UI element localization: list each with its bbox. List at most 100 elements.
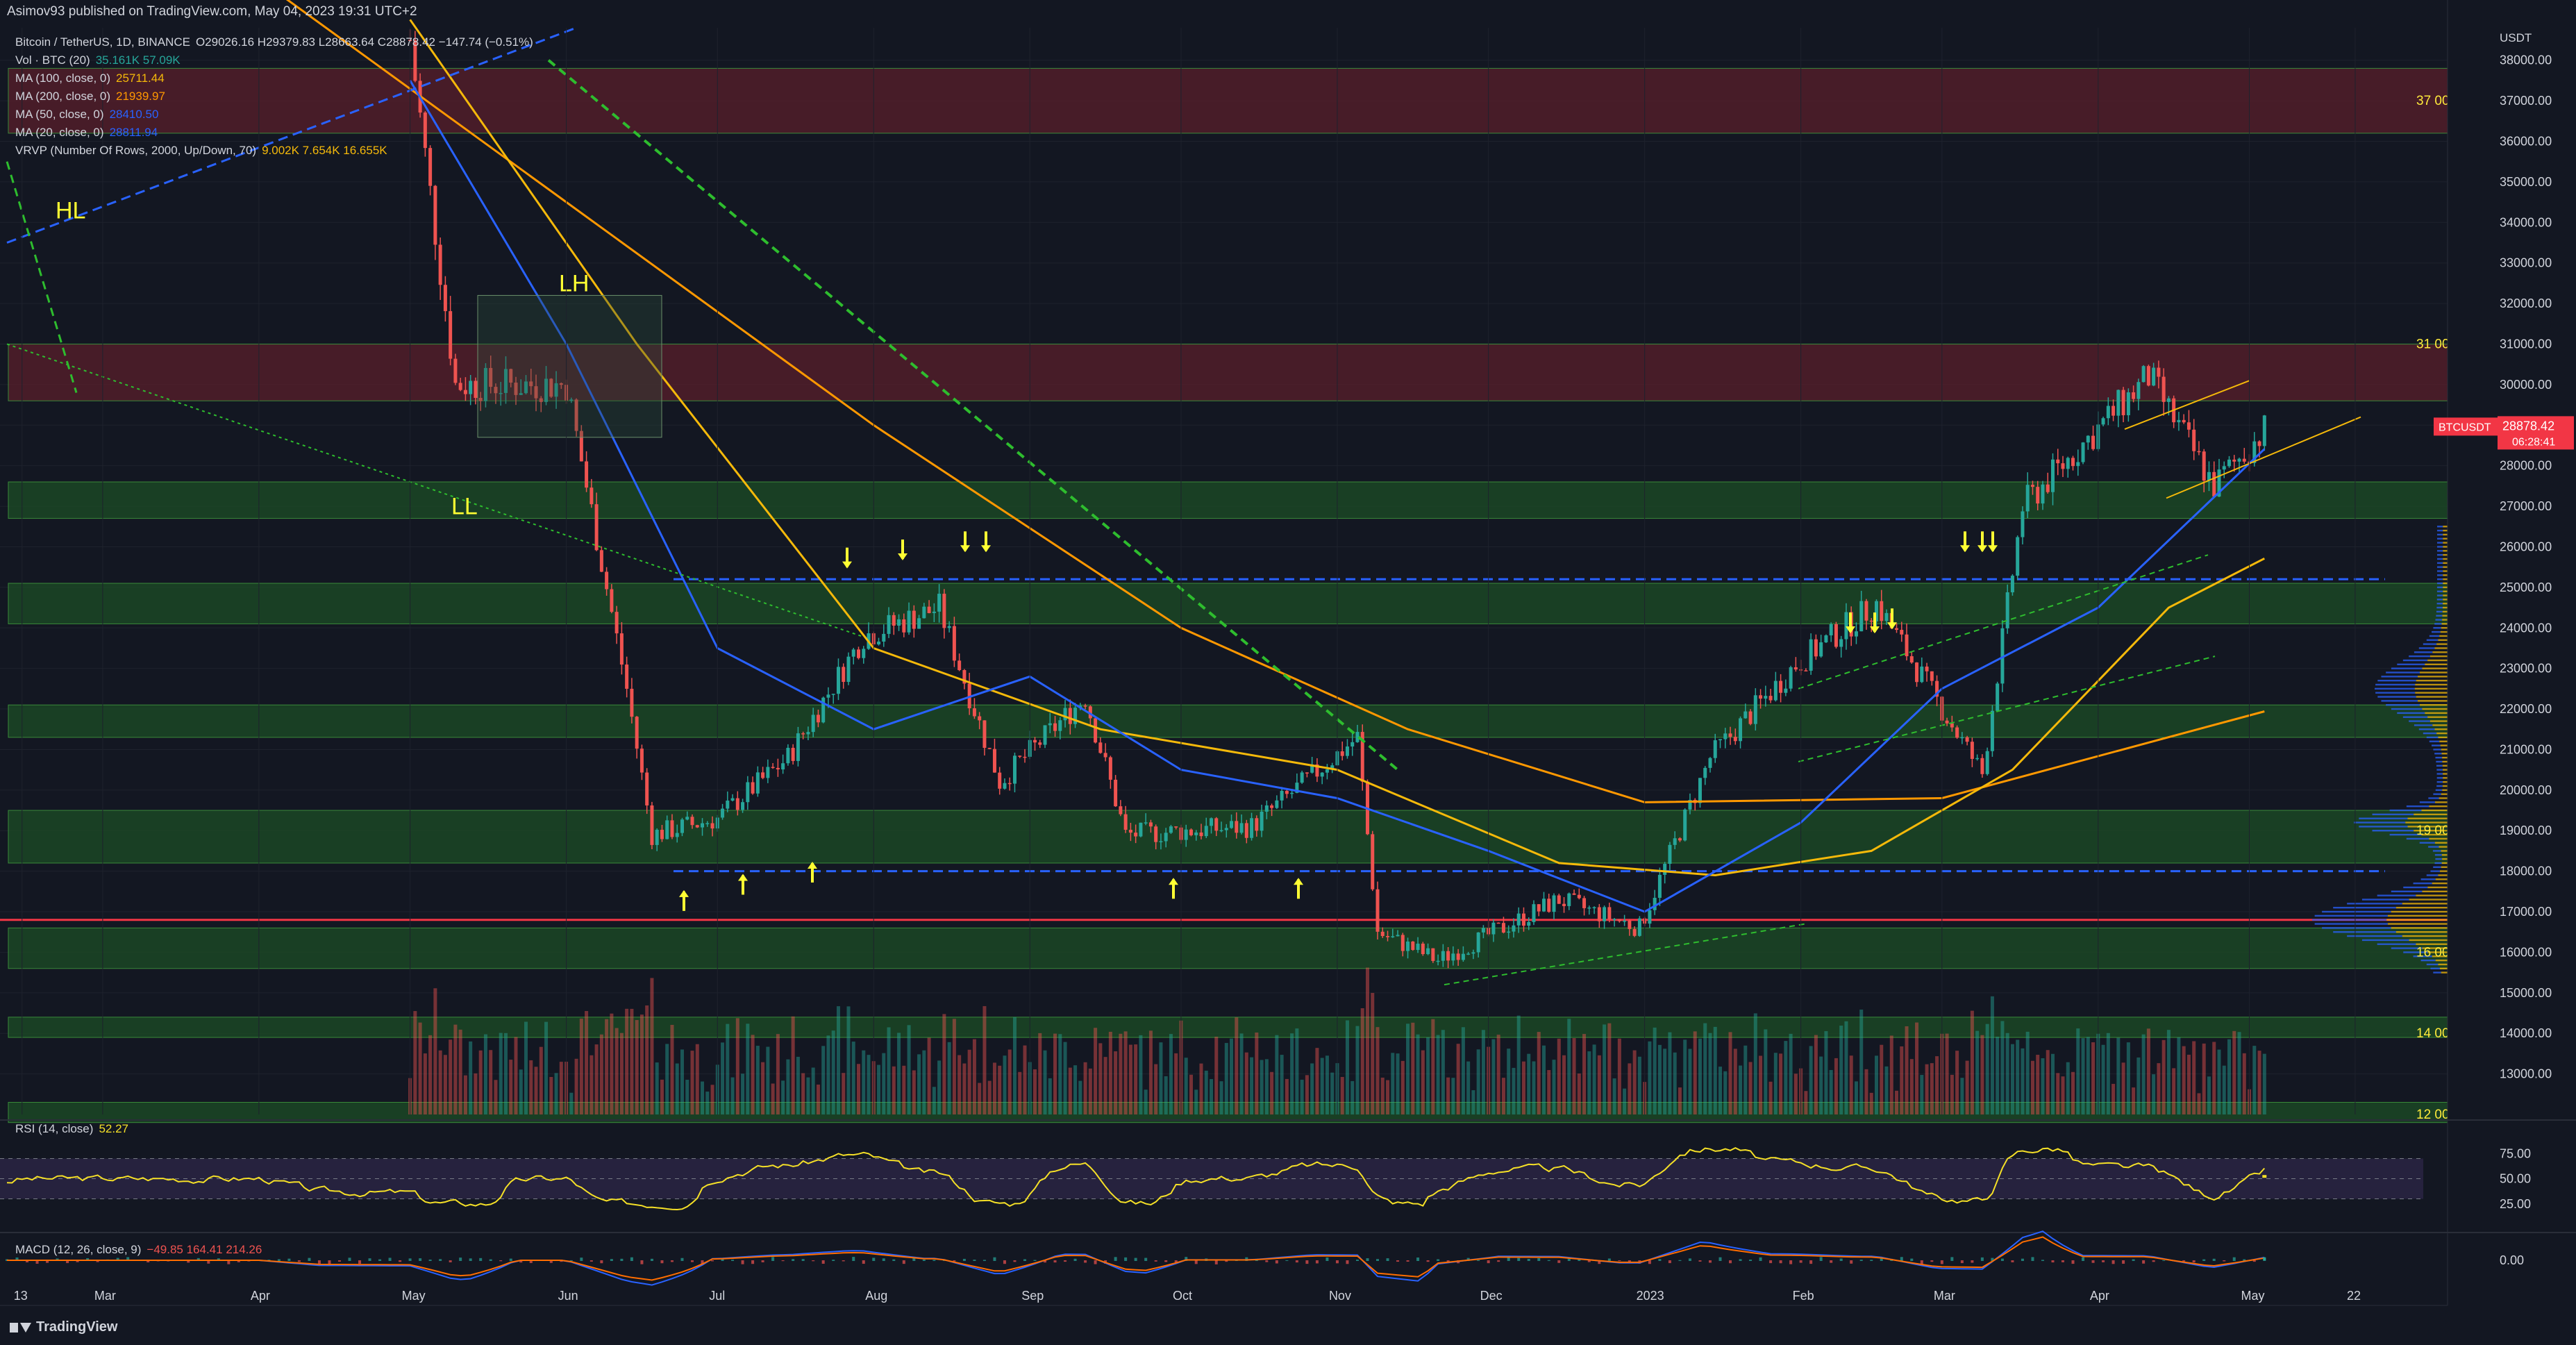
candle-body[interactable] — [1678, 838, 1682, 841]
candle-body[interactable] — [2212, 471, 2216, 497]
trend-line[interactable] — [6, 161, 78, 393]
candle-body[interactable] — [1461, 953, 1465, 960]
candle-body[interactable] — [1058, 720, 1062, 731]
candle-body[interactable] — [1552, 895, 1556, 912]
candle-body[interactable] — [1668, 844, 1672, 864]
candle-body[interactable] — [1532, 904, 1536, 922]
candle-body[interactable] — [741, 802, 745, 810]
candle-body[interactable] — [1839, 639, 1843, 647]
candle-body[interactable] — [952, 626, 956, 661]
candle-body[interactable] — [1476, 932, 1480, 953]
candle-body[interactable] — [1396, 935, 1400, 937]
candle-body[interactable] — [1562, 903, 1566, 906]
rsi-legend[interactable]: RSI (14, close) 52.27 — [15, 1122, 128, 1135]
candle-body[interactable] — [1214, 818, 1219, 831]
candle-body[interactable] — [1380, 931, 1385, 937]
candle-body[interactable] — [2056, 459, 2060, 464]
candle-body[interactable] — [1935, 680, 1939, 697]
candle-body[interactable] — [625, 665, 629, 689]
candle-body[interactable] — [1496, 922, 1500, 924]
candle-body[interactable] — [862, 649, 866, 658]
candle-body[interactable] — [1854, 631, 1858, 637]
candle-body[interactable] — [1239, 823, 1244, 833]
candle-body[interactable] — [1235, 821, 1239, 833]
candle-body[interactable] — [2050, 459, 2055, 492]
candle-body[interactable] — [655, 830, 659, 845]
candle-body[interactable] — [826, 694, 830, 698]
candle-body[interactable] — [1708, 758, 1712, 768]
candle-body[interactable] — [1119, 806, 1123, 814]
price-tag[interactable] — [2498, 416, 2574, 450]
candle-body[interactable] — [922, 606, 926, 619]
candle-body[interactable] — [2076, 462, 2080, 467]
candle-body[interactable] — [1764, 696, 1768, 699]
candle-body[interactable] — [2091, 435, 2096, 449]
candle-body[interactable] — [1683, 809, 1687, 841]
candle-body[interactable] — [1577, 894, 1581, 899]
candle-body[interactable] — [589, 487, 594, 505]
candle-body[interactable] — [2232, 459, 2236, 462]
candle-body[interactable] — [1884, 612, 1889, 621]
candle-body[interactable] — [1310, 764, 1314, 773]
candle-body[interactable] — [645, 772, 649, 805]
candle-body[interactable] — [897, 619, 901, 626]
candle-body[interactable] — [449, 311, 453, 359]
candle-body[interactable] — [1587, 907, 1591, 909]
candle-body[interactable] — [1814, 639, 1818, 657]
candle-body[interactable] — [1980, 758, 1984, 774]
candle-body[interactable] — [2081, 442, 2085, 462]
candle-body[interactable] — [1632, 928, 1637, 936]
candle-body[interactable] — [2010, 576, 2014, 593]
candle-body[interactable] — [1970, 742, 1974, 759]
candle-body[interactable] — [1617, 919, 1621, 921]
candle-body[interactable] — [1516, 913, 1521, 926]
candle-body[interactable] — [2086, 435, 2090, 443]
candle-body[interactable] — [1375, 889, 1380, 932]
candle-body[interactable] — [1421, 944, 1425, 955]
candle-body[interactable] — [705, 823, 710, 825]
legend-ma200[interactable]: MA (200, close, 0) 21939.97 — [15, 90, 165, 103]
candle-body[interactable] — [1108, 757, 1112, 780]
candle-body[interactable] — [751, 782, 755, 794]
candle-body[interactable] — [2227, 459, 2232, 467]
candle-body[interactable] — [806, 732, 810, 735]
candle-body[interactable] — [2066, 458, 2070, 469]
candle-body[interactable] — [433, 185, 437, 245]
candle-body[interactable] — [1501, 923, 1505, 933]
candle-body[interactable] — [791, 747, 795, 761]
candle-body[interactable] — [726, 800, 730, 809]
candle-body[interactable] — [474, 381, 478, 399]
candle-body[interactable] — [1012, 755, 1017, 784]
candle-body[interactable] — [1451, 953, 1455, 961]
candle-body[interactable] — [1264, 805, 1269, 812]
candle-body[interactable] — [1230, 821, 1234, 828]
resistance-zone[interactable] — [8, 343, 2455, 401]
candle-body[interactable] — [2161, 376, 2166, 402]
candle-body[interactable] — [1315, 764, 1319, 777]
candle-body[interactable] — [2041, 484, 2045, 504]
candle-body[interactable] — [1290, 792, 1294, 794]
candle-body[interactable] — [2237, 458, 2241, 462]
candle-body[interactable] — [2111, 406, 2116, 416]
candle-body[interactable] — [524, 381, 528, 394]
candle-body[interactable] — [1718, 739, 1723, 741]
candle-body[interactable] — [721, 808, 725, 818]
candle-body[interactable] — [690, 817, 694, 826]
candle-body[interactable] — [660, 830, 664, 839]
candle-body[interactable] — [1507, 931, 1511, 933]
candle-body[interactable] — [2152, 367, 2156, 386]
candle-body[interactable] — [927, 606, 931, 613]
candle-body[interactable] — [1623, 920, 1627, 922]
candle-body[interactable] — [1900, 630, 1904, 635]
candle-body[interactable] — [856, 649, 860, 658]
candle-body[interactable] — [902, 619, 906, 633]
candle-body[interactable] — [1250, 818, 1254, 838]
candle-body[interactable] — [469, 381, 473, 394]
candle-body[interactable] — [1144, 822, 1148, 824]
candle-body[interactable] — [423, 112, 427, 149]
candle-body[interactable] — [2222, 466, 2226, 470]
candle-body[interactable] — [998, 772, 1002, 789]
candle-body[interactable] — [2116, 390, 2121, 416]
candle-body[interactable] — [2166, 398, 2171, 402]
